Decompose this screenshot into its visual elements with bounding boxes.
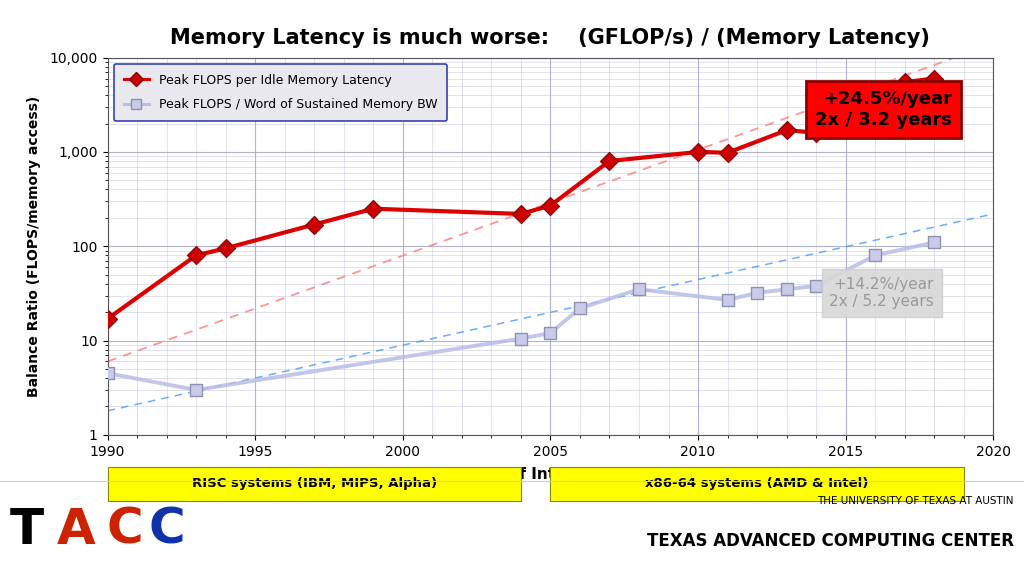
Text: x86-64 systems (AMD & Intel): x86-64 systems (AMD & Intel) [645, 478, 868, 490]
Point [601, 157, 617, 166]
Text: +14.2%/year
2x / 5.2 years: +14.2%/year 2x / 5.2 years [829, 276, 934, 309]
X-axis label: Date of Introduction: Date of Introduction [463, 467, 638, 482]
Point [571, 304, 588, 313]
Legend: Peak FLOPS per Idle Memory Latency, Peak FLOPS / Word of Sustained Memory BW: Peak FLOPS per Idle Memory Latency, Peak… [114, 64, 447, 121]
Y-axis label: Balance Ratio (FLOPS/memory access): Balance Ratio (FLOPS/memory access) [28, 96, 41, 397]
Point [690, 147, 707, 157]
Point [778, 285, 795, 294]
Point [808, 281, 824, 290]
FancyBboxPatch shape [108, 467, 521, 501]
Point [926, 74, 942, 83]
Point [778, 126, 795, 135]
Point [187, 251, 204, 260]
Point [365, 204, 381, 213]
Text: A: A [56, 506, 95, 554]
Point [719, 148, 735, 157]
Text: +24.5%/year
2x / 3.2 years: +24.5%/year 2x / 3.2 years [815, 90, 952, 129]
Text: C: C [148, 506, 185, 554]
Point [217, 244, 233, 253]
Point [631, 285, 647, 294]
Text: RISC systems (IBM, MIPS, Alpha): RISC systems (IBM, MIPS, Alpha) [191, 478, 437, 490]
Point [719, 295, 735, 305]
Point [99, 314, 116, 324]
Text: T: T [10, 506, 44, 554]
Point [808, 128, 824, 137]
FancyBboxPatch shape [551, 467, 964, 501]
Point [513, 334, 529, 343]
Title: Memory Latency is much worse:    (GFLOP/s) / (Memory Latency): Memory Latency is much worse: (GFLOP/s) … [170, 28, 931, 48]
Point [99, 369, 116, 378]
Point [867, 90, 884, 100]
Point [187, 385, 204, 395]
Point [867, 251, 884, 260]
Point [543, 328, 559, 338]
Point [749, 289, 765, 298]
Point [926, 238, 942, 247]
Text: THE UNIVERSITY OF TEXAS AT AUSTIN: THE UNIVERSITY OF TEXAS AT AUSTIN [817, 496, 1014, 506]
Text: C: C [106, 506, 142, 554]
Point [896, 78, 912, 87]
Point [543, 201, 559, 210]
Text: TEXAS ADVANCED COMPUTING CENTER: TEXAS ADVANCED COMPUTING CENTER [647, 532, 1014, 551]
Point [513, 209, 529, 218]
Point [306, 220, 323, 229]
